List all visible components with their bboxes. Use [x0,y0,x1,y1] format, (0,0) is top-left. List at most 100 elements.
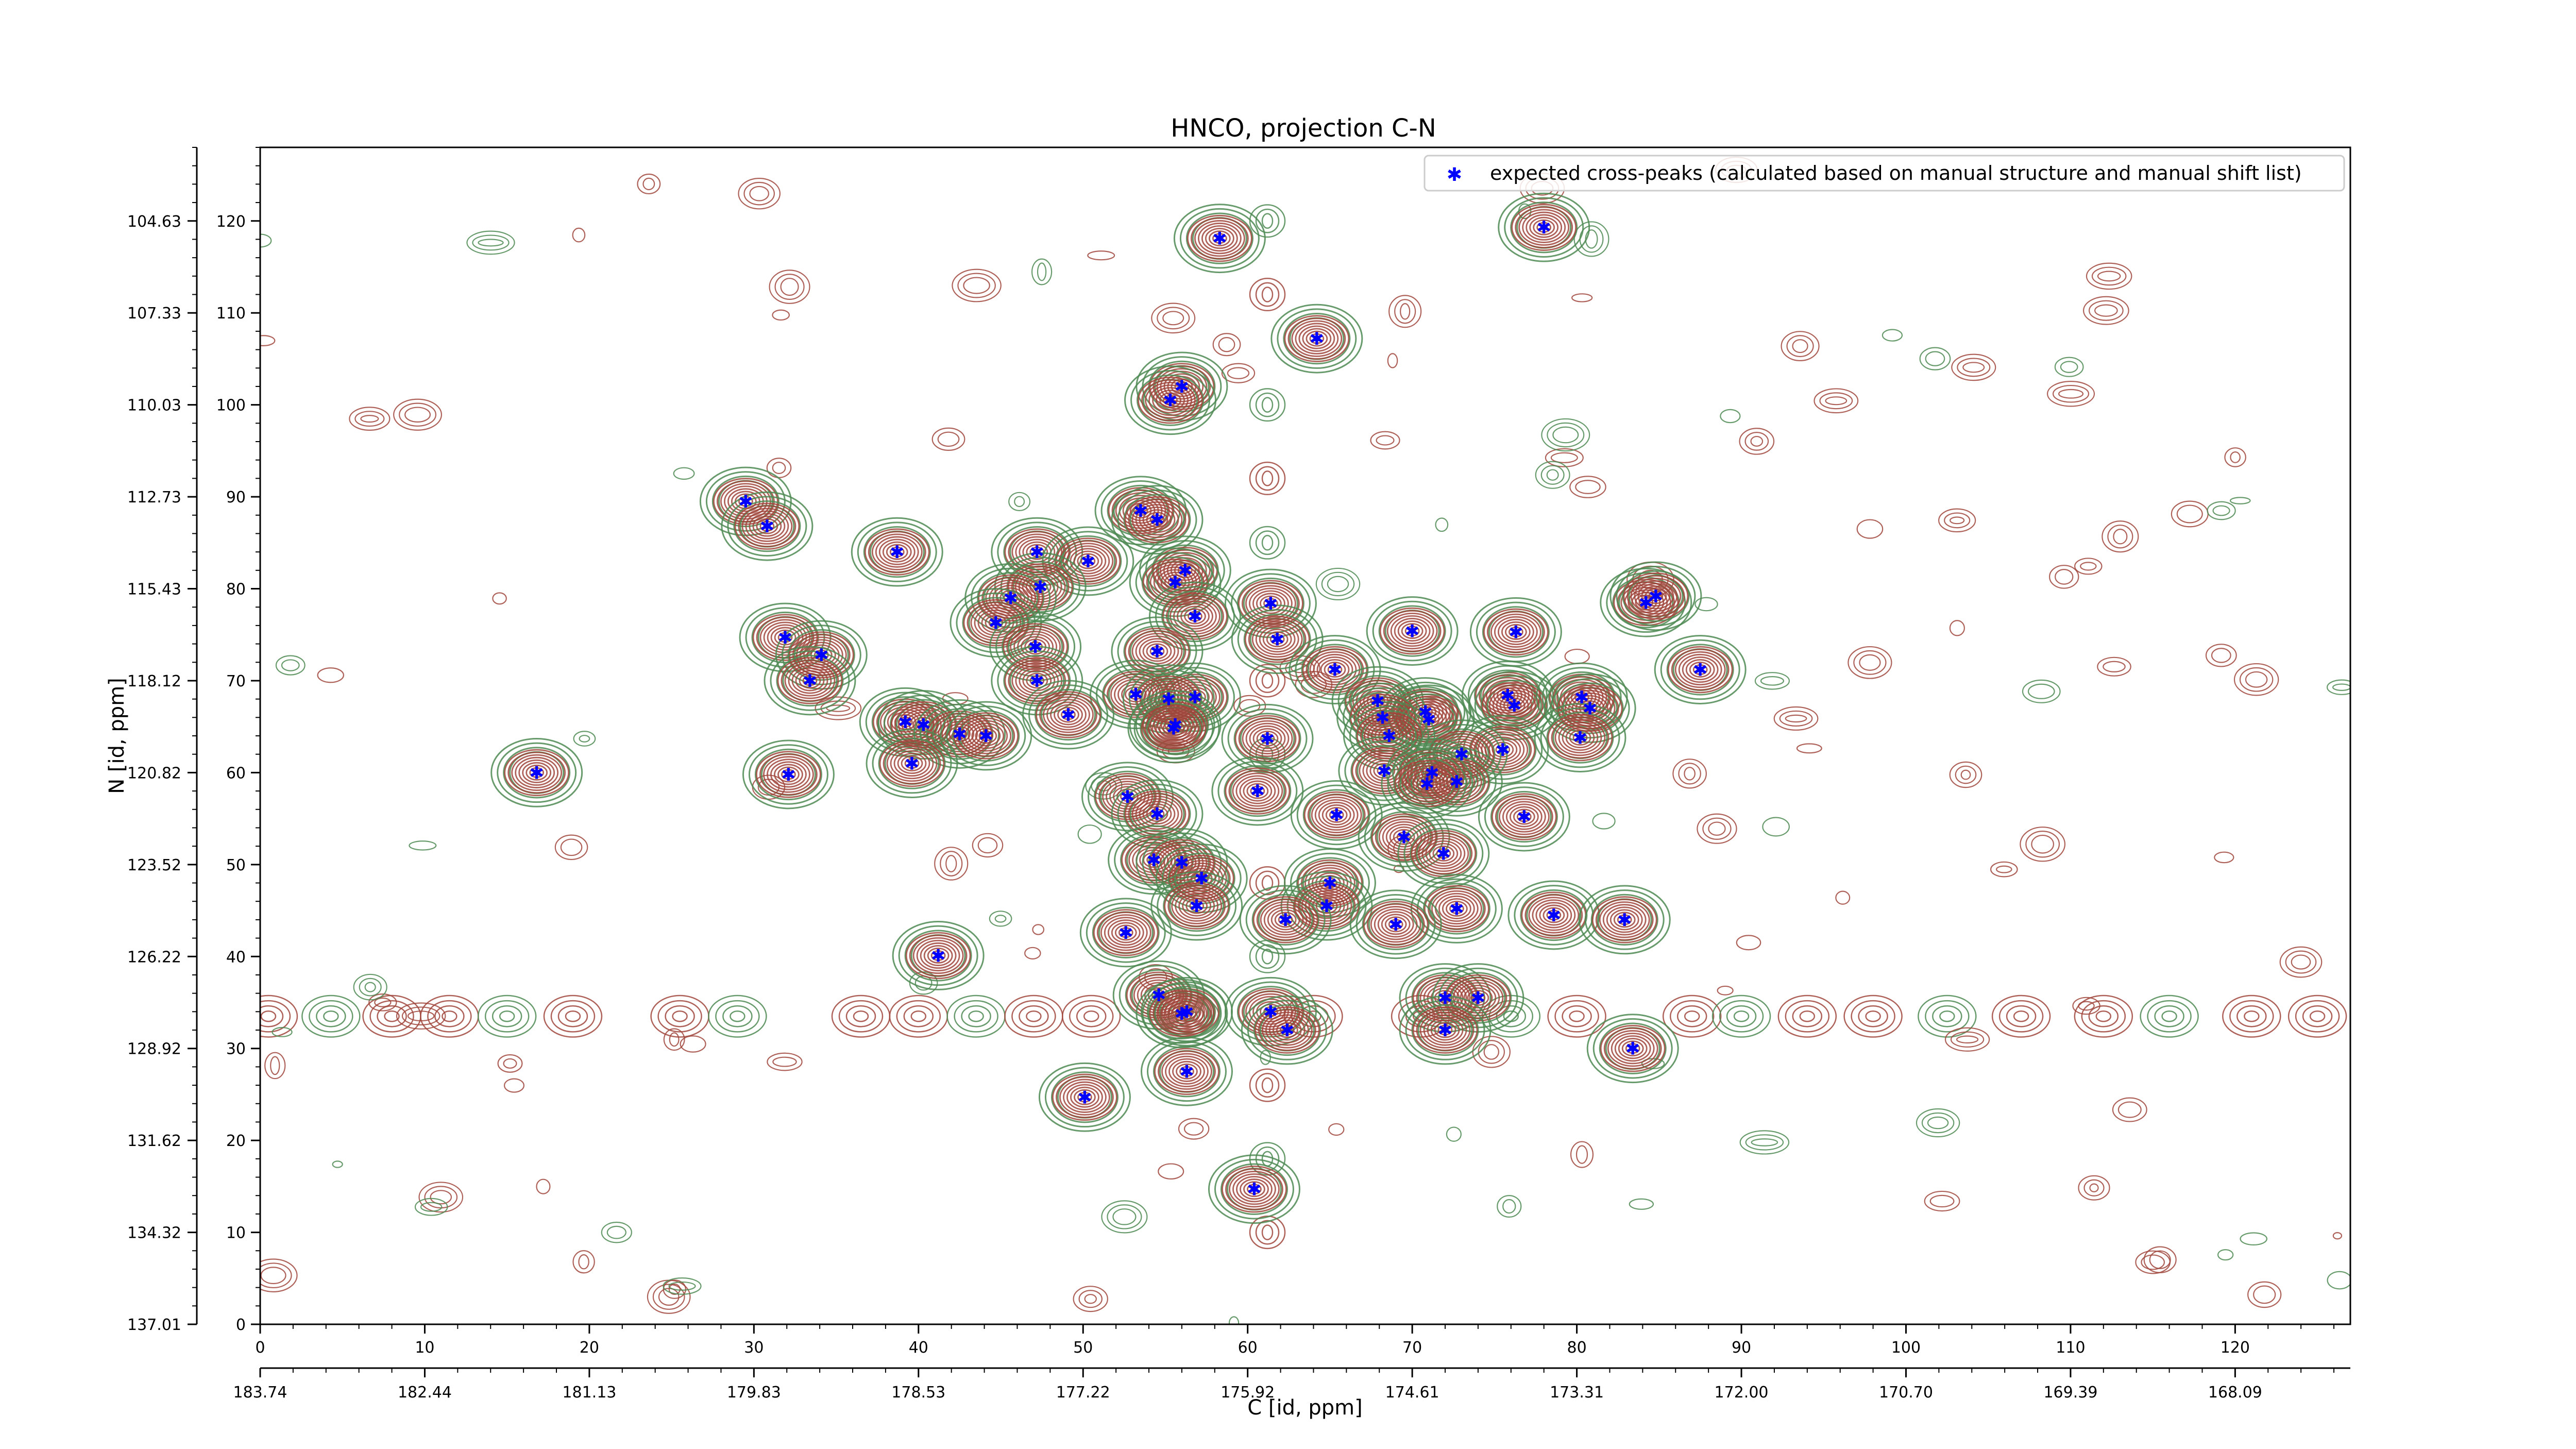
peak-negative-contour [490,737,583,807]
noise-contour [1853,650,1887,675]
peak-positive-contour [1171,1005,1193,1022]
peak-positive-contour [1398,763,1456,805]
expected-cross-peak: ✱ [1163,391,1178,411]
peak-positive-contour [1497,618,1534,645]
peak-positive-contour [1180,605,1210,627]
peak-positive-contour [1488,687,1540,724]
peak-positive-contour [957,715,1015,757]
expected-cross-peak: ✱ [1179,1002,1194,1022]
peak-positive-contour [1128,498,1187,541]
peak-positive-contour [886,544,908,560]
peak-positive-contour [1418,835,1469,872]
peak-negative-contour [1362,898,1430,950]
noise-contour [1552,426,1579,444]
noise-ridge-contour [1554,1000,1599,1033]
y-tick-label: 10 [226,1224,246,1242]
noise-contour [1938,508,1976,533]
peak-negative-contour [1364,806,1444,868]
noise-contour [1478,1040,1505,1064]
noise-ridge-contour [954,1000,998,1033]
noise-contour [1927,1116,1949,1130]
peak-positive-contour [1432,845,1455,862]
noise-ridge-contour [2295,1000,2340,1033]
peak-positive-contour [1184,608,1206,625]
noise-contour [2211,648,2231,663]
peak-positive-contour [1124,628,1190,675]
peak-positive-contour [1394,618,1431,645]
expected-cross-peak: ✱ [1168,715,1183,736]
peak-positive-contour [1388,919,1403,930]
peak-positive-contour [1265,1014,1309,1046]
peak-positive-contour [1498,798,1550,835]
peak-negative-contour [1236,986,1304,1038]
peak-positive-contour [1483,608,1549,656]
peak-positive-contour [1467,990,1489,1006]
peak-marker-layer: ✱ ✱ ✱ ✱ ✱ ✱ ✱ ✱ ✱ ✱ ✱ ✱ ✱ ✱ ✱ ✱ ✱ ✱ ✱ ✱ ✱ ✱ ✱ ✱ ✱ ✱ ✱ ✱ ✱ ✱ ✱ ✱ ✱ ✱ ✱ ✱ ✱ ✱ ✱ ✱… [529,217,1707,1200]
noise-contour [826,704,851,712]
peak-positive-contour [1510,702,1518,709]
peak-positive-contour [1506,700,1522,711]
noise-contour [2239,667,2274,692]
noise-ridge-contour [499,1010,515,1022]
expected-cross-peak: ✱ [1250,781,1265,802]
peak-positive-contour [920,942,957,969]
expected-cross-peak: ✱ [1574,687,1589,708]
noise-contour [2097,271,2121,282]
peak-positive-contour [1518,209,1570,246]
noise-contour [1178,1118,1210,1140]
peak-positive-contour [1057,706,1079,723]
peak-negative-contour [754,748,822,801]
peak-positive-contour [770,627,800,648]
peak-positive-contour [1232,772,1283,810]
peak-negative-contour [1510,201,1578,254]
peak-positive-contour [1179,1066,1194,1077]
x-tick-label: 120 [2221,1339,2250,1357]
peak-negative-contour [1381,749,1473,819]
noise-contour [472,234,510,251]
peak-positive-contour [1307,794,1366,836]
expected-cross-peak: ✱ [1405,621,1420,642]
noise-contour [404,407,431,423]
peak-negative-contour [1044,1067,1125,1128]
peak-positive-contour [982,733,990,739]
peak-positive-contour [1249,725,1286,752]
noise-contour [503,1058,517,1069]
peak-positive-contour [1308,892,1345,919]
peak-positive-contour [1386,612,1438,650]
noise-contour [1962,362,1985,373]
peak-negative-contour [1578,885,1671,955]
peak-positive-contour [1250,1186,1258,1192]
noise-ridge-contour [1939,1010,1955,1022]
peak-negative-contour [764,646,856,716]
expected-cross-peak: ✱ [1118,923,1133,943]
noise-contour [1502,1199,1516,1214]
peak-negative-contour [1410,828,1478,880]
peak-positive-contour [934,953,942,958]
peak-positive-contour [1427,1017,1464,1043]
peak-positive-contour [1474,995,1482,1001]
peak-positive-contour [1096,912,1155,954]
peak-positive-contour [1188,611,1202,622]
x-tick-label: 10 [415,1339,434,1357]
vertical-ridge-contour [1261,287,1274,302]
noise-ridge-contour [910,1010,927,1022]
y-ppm-tick-label: 123.52 [127,856,181,874]
noise-contour [1955,765,1977,784]
peak-positive-contour [1678,653,1722,686]
x-tick-label: 110 [2056,1339,2085,1357]
noise-contour [2247,1281,2282,1308]
peak-positive-contour [1163,1000,1200,1027]
peak-negative-contour [1245,889,1326,950]
peak-positive-contour [1033,549,1041,555]
peak-positive-contour [1445,900,1468,917]
noise-ridge-contour [1019,1005,1049,1027]
peak-positive-contour [1576,735,1584,740]
noise-contour [2285,950,2317,974]
noise-contour [1435,517,1449,532]
peak-positive-contour [1279,1024,1295,1036]
noise-contour [2327,1271,2350,1290]
noise-contour [780,278,799,296]
expected-cross-peak: ✱ [1188,606,1202,627]
peak-negative-contour [770,650,850,711]
peak-positive-contour [788,665,832,697]
